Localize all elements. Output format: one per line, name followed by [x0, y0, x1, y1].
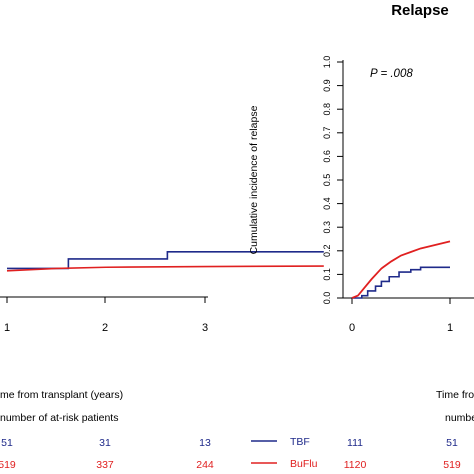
- left-at-risk-buflu: 244: [196, 459, 214, 471]
- p-value: P = .008: [370, 68, 413, 80]
- left-x-tick-label: 2: [102, 322, 108, 334]
- legend-tbf-label: TBF: [290, 436, 310, 448]
- right-at-risk-title: numbe: [445, 412, 474, 424]
- right-x-tick-label: 0: [349, 322, 355, 334]
- right-at-risk-buflu: 519: [443, 459, 461, 471]
- left-x-tick-label: 1: [4, 322, 10, 334]
- left-at-risk-tbf: 51: [1, 437, 13, 449]
- right-plot: 0.0 0.1 0.2 0.3 0.4 0.5 0.6 0.7 0.8 0.9 1.0 0 1: [322, 56, 474, 334]
- left-x-tick-label: 3: [202, 322, 208, 334]
- right-y-tick-label: 0.2: [322, 245, 332, 258]
- right-tbf-series-line: [352, 266, 450, 299]
- left-at-risk-tbf: 31: [99, 437, 111, 449]
- left-at-risk-tbf: 13: [199, 437, 211, 449]
- right-buflu-series-line: [351, 240, 451, 299]
- left-at-risk-buflu: 337: [96, 459, 114, 471]
- legend: TBF BuFlu: [251, 436, 318, 470]
- right-y-tick-label: 1.0: [322, 56, 332, 69]
- right-y-axis-title: Cumulative incidence of relapse: [248, 105, 260, 254]
- right-y-tick-label: 0.1: [322, 268, 332, 281]
- right-x-tick-label: 1: [447, 322, 453, 334]
- right-y-tick-label: 0.3: [322, 221, 332, 234]
- legend-buflu-label: BuFlu: [290, 458, 318, 470]
- right-y-tick-label: 0.4: [322, 197, 332, 210]
- right-y-tick-label: 0.7: [322, 127, 332, 140]
- right-y-tick-label: 0.0: [322, 292, 332, 305]
- right-y-tick-label: 0.5: [322, 174, 332, 187]
- right-y-tick-label: 0.6: [322, 150, 332, 163]
- left-buflu-series-line: [6, 265, 324, 272]
- right-y-tick-label: 0.9: [322, 79, 332, 92]
- right-at-risk-buflu: 1120: [344, 459, 367, 471]
- right-at-risk-tbf: 51: [446, 437, 458, 449]
- right-at-risk-tbf: 111: [347, 437, 363, 449]
- right-panel-title: Relapse: [391, 2, 449, 19]
- left-x-axis-title: me from transplant (years): [0, 389, 123, 401]
- right-y-tick-label: 0.8: [322, 103, 332, 116]
- right-x-axis-title: Time fro: [436, 389, 474, 401]
- left-plot: 1 2 3: [0, 250, 324, 334]
- left-at-risk-buflu: 519: [0, 459, 16, 471]
- left-at-risk-title: number of at-risk patients: [0, 412, 118, 424]
